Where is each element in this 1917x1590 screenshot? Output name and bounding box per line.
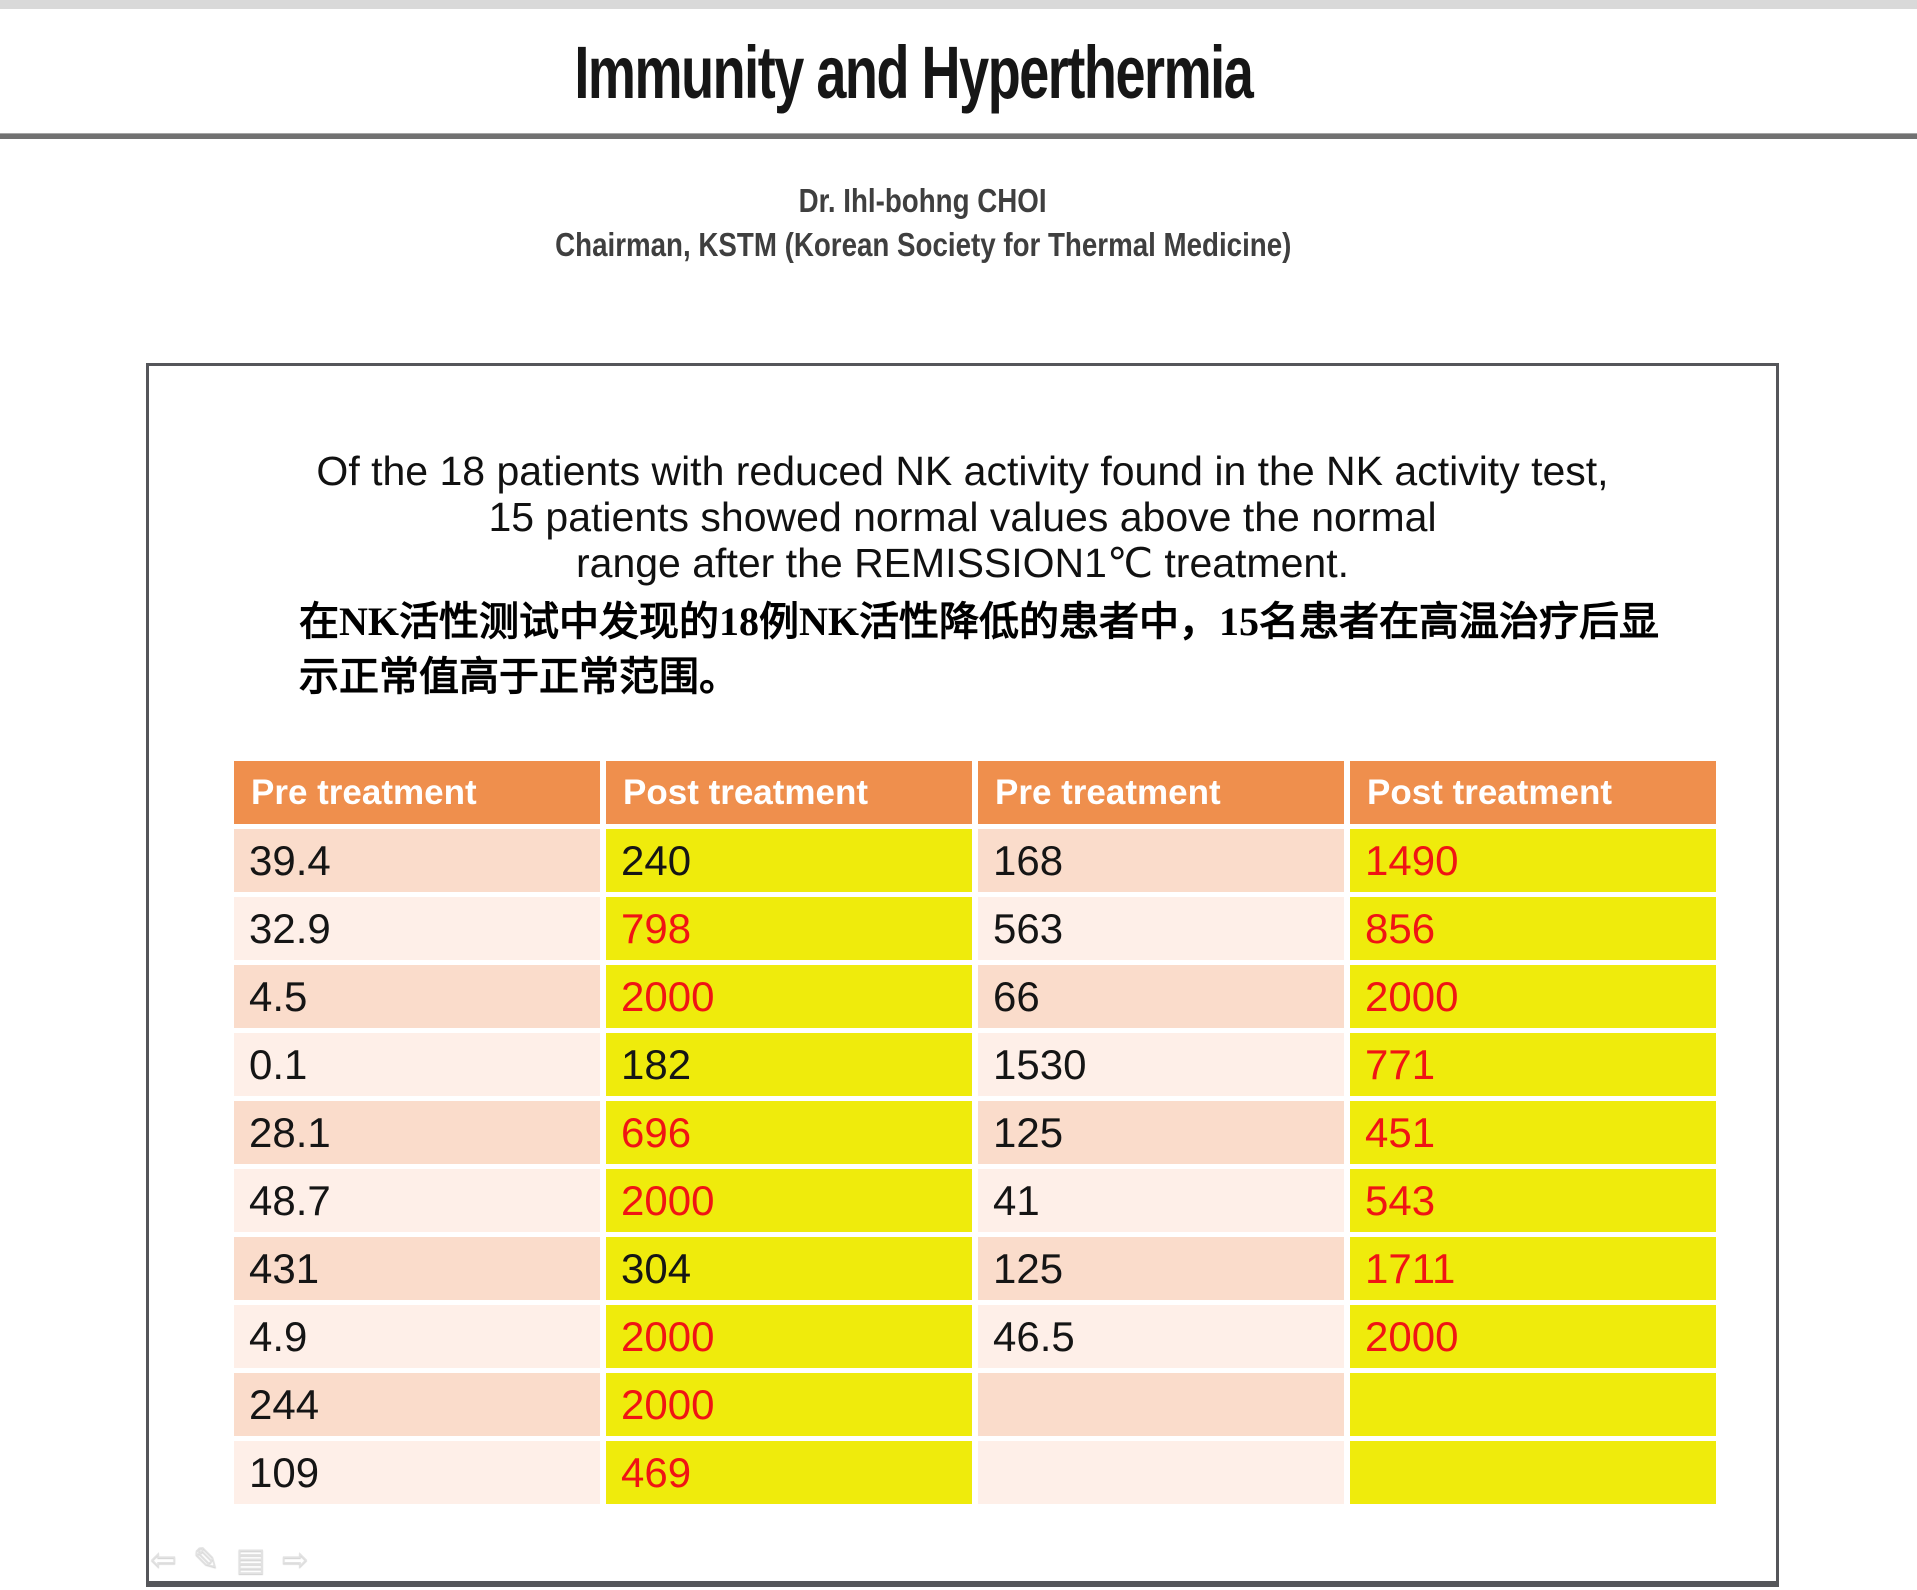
- table-cell: [978, 1373, 1344, 1436]
- table-cell: 856: [1350, 897, 1716, 960]
- table-column-header: Pre treatment: [234, 761, 600, 824]
- title-divider: [0, 133, 1917, 139]
- summary-chinese-line: 示正常值高于正常范围。: [299, 654, 739, 699]
- author-affiliation-line: Chairman, KSTM (Korean Society for Therm…: [0, 223, 1846, 267]
- table-cell: 431: [234, 1237, 600, 1300]
- pen-tool-icon[interactable]: ✎: [192, 1541, 220, 1577]
- table-cell: [1350, 1373, 1716, 1436]
- table-column-header: Pre treatment: [978, 761, 1344, 824]
- summary-english-line: 15 patients showed normal values above t…: [488, 494, 1437, 540]
- page-title: Immunity and Hyperthermia: [574, 31, 1253, 114]
- table-cell: 109: [234, 1441, 600, 1504]
- table-cell: 1490: [1350, 829, 1716, 892]
- table-cell: 2000: [1350, 1305, 1716, 1368]
- table-cell: 125: [978, 1237, 1344, 1300]
- content-box: Of the 18 patients with reduced NK activ…: [146, 363, 1779, 1587]
- author-block: Dr. Ihl-bohng CHOI Chairman, KSTM (Korea…: [0, 179, 1846, 267]
- table-cell: 0.1: [234, 1033, 600, 1096]
- presentation-nav-toolbar: ⇦ ✎ ▤ ⇨: [150, 1541, 309, 1577]
- table-cell: 240: [606, 829, 972, 892]
- table-cell: 66: [978, 965, 1344, 1028]
- table-cell: 2000: [606, 1373, 972, 1436]
- table-cell: 696: [606, 1101, 972, 1164]
- summary-english: Of the 18 patients with reduced NK activ…: [149, 448, 1776, 586]
- table-cell: 48.7: [234, 1169, 600, 1232]
- table-cell: 469: [606, 1441, 972, 1504]
- prev-slide-arrow-icon[interactable]: ⇦: [150, 1541, 177, 1577]
- author-name-line: Dr. Ihl-bohng CHOI: [0, 179, 1846, 223]
- table-cell: 451: [1350, 1101, 1716, 1164]
- table-cell: 2000: [606, 1305, 972, 1368]
- table-cell: 125: [978, 1101, 1344, 1164]
- table-cell: 2000: [606, 1169, 972, 1232]
- table-cell: 771: [1350, 1033, 1716, 1096]
- summary-chinese-line: 在NK活性测试中发现的18例NK活性降低的患者中，15名患者在高温治疗后显: [299, 599, 1659, 644]
- table-cell: 798: [606, 897, 972, 960]
- table-cell: 1711: [1350, 1237, 1716, 1300]
- table-cell: 563: [978, 897, 1344, 960]
- table-column-header: Post treatment: [606, 761, 972, 824]
- author-name: Dr. Ihl-bohng CHOI: [799, 182, 1047, 219]
- table-cell: 168: [978, 829, 1344, 892]
- table-cell: 39.4: [234, 829, 600, 892]
- table-cell: 1530: [978, 1033, 1344, 1096]
- table-cell: 182: [606, 1033, 972, 1096]
- summary-english-line: Of the 18 patients with reduced NK activ…: [316, 448, 1609, 494]
- top-gray-bar: [0, 0, 1917, 9]
- table-cell: 32.9: [234, 897, 600, 960]
- table-column-header: Post treatment: [1350, 761, 1716, 824]
- summary-english-line: range after the REMISSION1℃ treatment.: [576, 540, 1349, 586]
- slide-title-block: Immunity and Hyperthermia: [0, 30, 1826, 115]
- next-slide-arrow-icon[interactable]: ⇨: [281, 1541, 309, 1577]
- nk-activity-table: Pre treatment Post treatment Pre treatment…: [234, 761, 1716, 1504]
- table-cell: 2000: [606, 965, 972, 1028]
- table-cell: 41: [978, 1169, 1344, 1232]
- table-cell: [978, 1441, 1344, 1504]
- table-cell: 46.5: [978, 1305, 1344, 1368]
- table-cell: [1350, 1441, 1716, 1504]
- table-cell: 28.1: [234, 1101, 600, 1164]
- table-cell: 4.9: [234, 1305, 600, 1368]
- table-cell: 304: [606, 1237, 972, 1300]
- summary-chinese: 在NK活性测试中发现的18例NK活性降低的患者中，15名患者在高温治疗后显 示正…: [299, 594, 1729, 704]
- author-affiliation: Chairman, KSTM (Korean Society for Therm…: [554, 226, 1292, 263]
- table-cell: 4.5: [234, 965, 600, 1028]
- slide-menu-icon[interactable]: ▤: [235, 1541, 266, 1577]
- table-cell: 2000: [1350, 965, 1716, 1028]
- table-cell: 543: [1350, 1169, 1716, 1232]
- table-cell: 244: [234, 1373, 600, 1436]
